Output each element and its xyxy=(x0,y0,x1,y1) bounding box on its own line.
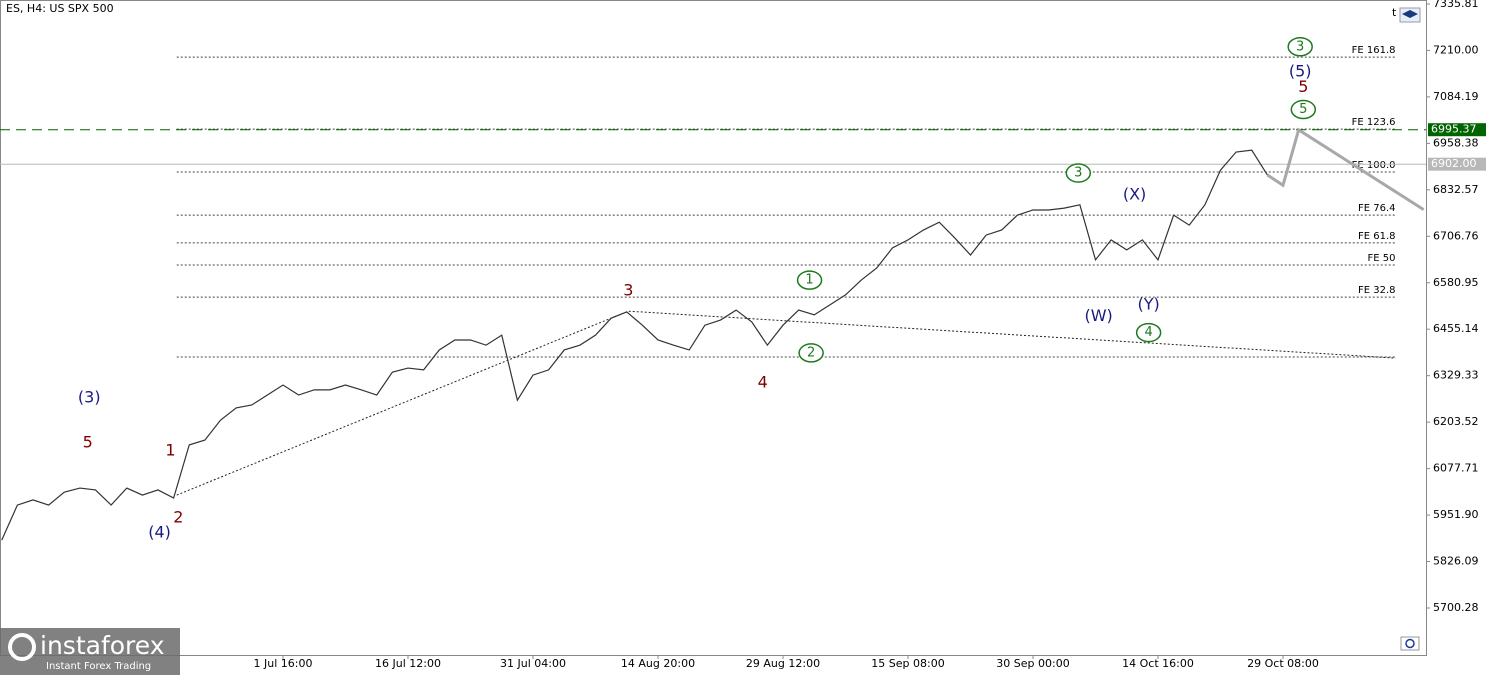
x-tick-label: 29 Aug 12:00 xyxy=(746,657,820,670)
y-tick-label: 6958.38 xyxy=(1433,136,1479,149)
y-tick-label: 6832.57 xyxy=(1433,183,1479,196)
wave-label: 2 xyxy=(173,507,183,526)
y-tick-label: 7210.00 xyxy=(1433,43,1479,56)
y-tick-label: 7084.19 xyxy=(1433,90,1479,103)
wave-label: 5 xyxy=(1299,102,1307,117)
wave-label: 1 xyxy=(165,441,175,460)
fe-label: FE 76.4 xyxy=(1358,203,1396,214)
watermark: instaforex Instant Forex Trading xyxy=(0,628,180,675)
wave-label: 3 xyxy=(1074,166,1082,181)
wave-label: 4 xyxy=(1144,325,1152,340)
wave-label: 3 xyxy=(1296,39,1304,54)
wave-label: 2 xyxy=(807,345,815,360)
wave-circle xyxy=(798,343,824,363)
chart-title: ES, H4: US SPX 500 xyxy=(6,2,114,15)
scroll-button[interactable] xyxy=(1400,636,1420,651)
wave-circle xyxy=(1065,163,1092,183)
x-tick-label: 1 Jul 16:00 xyxy=(254,657,313,670)
price-line-series xyxy=(1,149,1268,541)
x-tick-label: 14 Oct 16:00 xyxy=(1122,657,1194,670)
wave-circle xyxy=(1290,99,1317,120)
wave-label: (Y) xyxy=(1137,294,1159,313)
y-tick-label: 6706.76 xyxy=(1433,229,1479,242)
price-box xyxy=(1428,157,1486,171)
y-tick-label: 5700.28 xyxy=(1433,601,1479,614)
y-tick-label: 6455.14 xyxy=(1433,322,1479,335)
x-tick-label: 16 Jul 12:00 xyxy=(375,657,441,670)
price-box-label: 6995.37 xyxy=(1431,123,1477,136)
fe-label: FE 50 xyxy=(1368,253,1396,264)
wave-circle xyxy=(1287,37,1313,57)
wave-label: (W) xyxy=(1084,306,1112,325)
x-tick-label: 29 Oct 08:00 xyxy=(1247,657,1319,670)
wave-label: (X) xyxy=(1123,184,1146,203)
price-box xyxy=(1428,123,1486,137)
y-tick-label: 6580.95 xyxy=(1433,276,1479,289)
x-tick-label: 30 Sep 00:00 xyxy=(996,657,1069,670)
y-tick-label: 7335.81 xyxy=(1433,0,1479,10)
y-tick-label: 5826.09 xyxy=(1433,555,1479,568)
fe-label: FE 161.8 xyxy=(1352,45,1396,56)
corner-icon xyxy=(1399,7,1421,23)
price-box-label: 6902.00 xyxy=(1431,157,1477,170)
price-line-series xyxy=(1266,127,1425,211)
wave-label: (3) xyxy=(78,387,101,406)
wave-label: 4 xyxy=(758,372,768,391)
y-tick-label: 6203.52 xyxy=(1433,415,1479,428)
wave-label: 1 xyxy=(805,273,813,288)
x-tick-label: 15 Sep 08:00 xyxy=(871,657,944,670)
x-tick-label: 31 Jul 04:00 xyxy=(500,657,566,670)
fe-label: FE 32.8 xyxy=(1358,285,1396,296)
wave-label: (5) xyxy=(1289,61,1312,80)
corner-label: t xyxy=(1392,6,1397,19)
fe-label: FE 123.6 xyxy=(1352,117,1396,128)
watermark-brand: instaforex xyxy=(40,631,165,660)
y-tick-label: 6077.71 xyxy=(1433,462,1479,475)
wave-label: 5 xyxy=(1298,77,1308,96)
wave-label: 5 xyxy=(83,433,93,452)
scroll-icon xyxy=(1405,638,1415,649)
wave-label: 3 xyxy=(623,280,633,299)
wave-circle xyxy=(1135,322,1162,343)
y-tick-label: 5951.90 xyxy=(1433,508,1479,521)
wave-circle xyxy=(796,270,823,290)
watermark-tagline: Instant Forex Trading xyxy=(46,661,151,672)
fe-label: FE 100.0 xyxy=(1352,160,1396,171)
fe-label: FE 61.8 xyxy=(1358,231,1396,242)
y-tick-label: 6329.33 xyxy=(1433,369,1479,382)
x-tick-label: 14 Aug 20:00 xyxy=(621,657,695,670)
plot-frame xyxy=(0,0,1427,656)
wave-label: (4) xyxy=(148,523,171,542)
